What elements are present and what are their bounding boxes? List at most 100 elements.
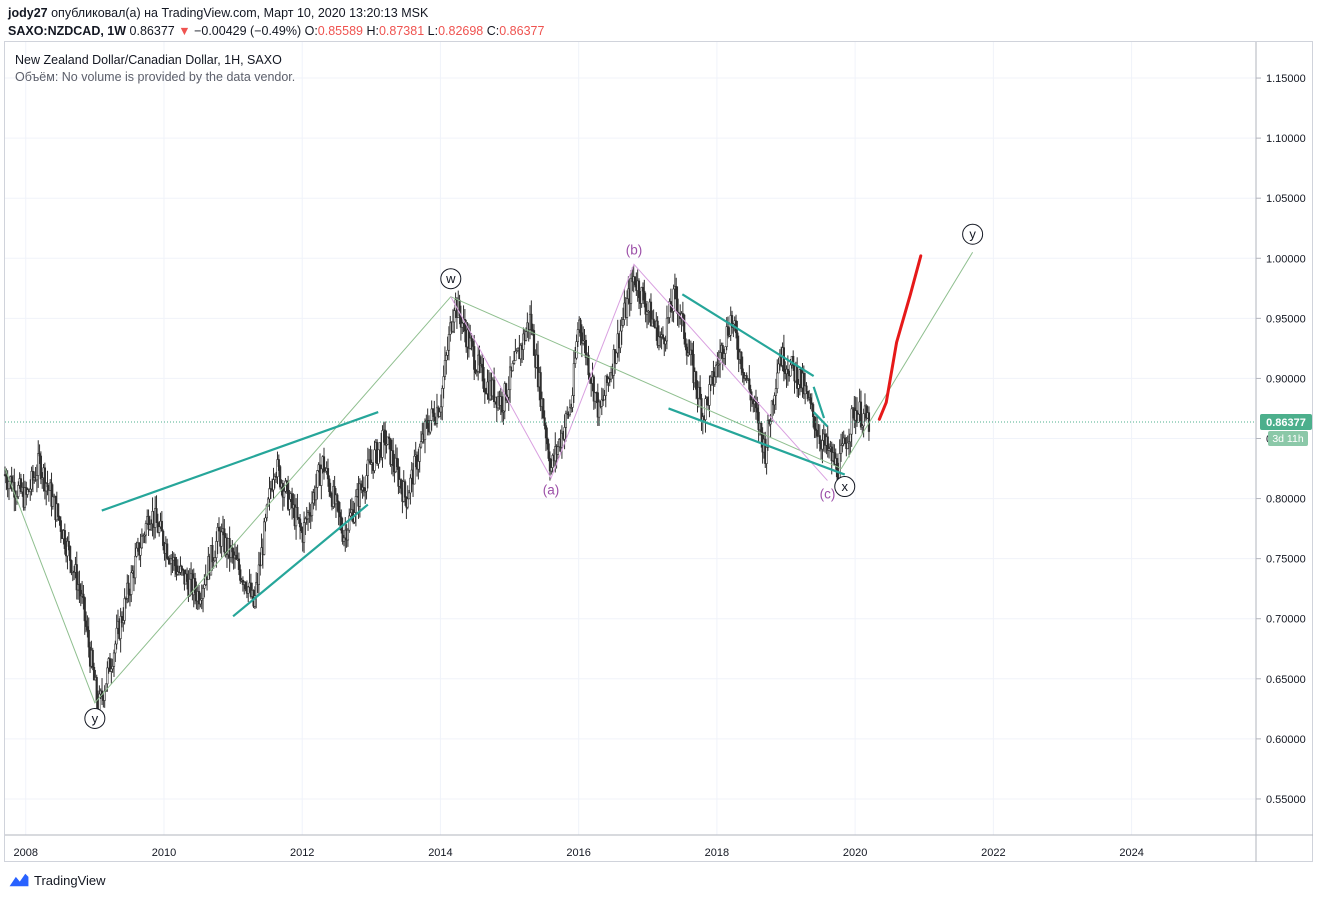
candle-body [273,476,276,480]
candle-body [827,448,831,451]
candle-body [574,357,577,364]
candle-body [728,334,731,337]
forecast-curve[interactable] [877,254,923,421]
candle-body [770,400,774,422]
candle-body [736,332,739,350]
x-tick-label: 2018 [705,847,729,859]
candle-body [625,298,629,318]
footer-brand[interactable]: TradingView [8,872,106,888]
candle-body [231,547,234,553]
candle-body [644,303,647,315]
candle-body [220,531,223,547]
candle-body [443,360,447,377]
chart-pane[interactable] [4,41,1313,862]
candle-body [475,371,478,373]
candle-body [773,395,776,406]
candle-body [407,492,411,500]
candle-body [59,520,62,532]
candle-body [461,322,464,328]
candle-body [203,584,206,589]
trend-line[interactable] [232,503,369,618]
candle-body [19,478,23,493]
candle-body [244,581,247,590]
candle-body [667,317,670,319]
candle-body [524,331,528,341]
brand-name: TradingView [34,872,106,888]
candle-body [26,489,29,495]
candle-body [92,666,96,681]
candle-body [621,319,625,326]
abc-wave-line[interactable] [450,263,828,481]
wave-line[interactable] [4,252,974,704]
wave-label-circle[interactable] [440,268,462,290]
candle-body [373,449,376,471]
candle-body [809,397,812,404]
candle-body [664,340,667,345]
candle-body [818,435,821,445]
candle-body [672,288,675,312]
symbol-label[interactable]: SAXO:NZDCAD, 1W [8,24,127,38]
candle-body [396,457,399,468]
wave-label-circle[interactable] [84,707,106,729]
candle-body [337,501,340,513]
candle-body [695,371,698,390]
trend-line[interactable] [812,411,829,428]
candle-body [620,325,623,332]
candle-body [556,446,560,455]
candle-body [522,333,525,350]
candle-body [602,399,605,402]
author-name[interactable]: jody27 [8,6,48,20]
candle-body [349,512,352,517]
candle-body [493,379,496,403]
wave-label-abc[interactable]: (a) [543,483,560,498]
candle-body [572,363,575,396]
candle-body [532,330,536,356]
y-tick-label: 1.00000 [1266,253,1306,265]
wave-label-abc[interactable]: (c) [820,486,836,501]
candle-body [255,582,258,596]
candle-body [665,317,669,342]
candle-body [41,477,44,480]
candle-body [857,414,860,423]
candle-body [79,589,82,597]
candle-body [502,410,505,413]
y-tick-label: 0.95000 [1266,313,1306,325]
candle-body [58,516,61,521]
wave-label-abc[interactable]: (b) [626,242,643,257]
wave-label-circle[interactable] [834,476,856,498]
candle-body [600,399,603,407]
candle-body [838,453,841,480]
candle-body [641,287,645,292]
candle-body [629,277,633,304]
candle-body [587,354,590,376]
candle-body [268,488,271,500]
candle-body [341,529,344,542]
publish-info: опубликовал(а) на TradingView.com, Март … [51,6,429,20]
trend-line[interactable] [668,407,846,476]
candle-body [124,598,128,600]
candle-body [272,479,275,491]
candle-body [757,411,760,431]
candle-body [302,522,306,543]
x-tick-label: 2020 [843,847,867,859]
trend-line[interactable] [812,386,826,419]
candle-body [661,334,665,339]
trend-line[interactable] [681,293,815,377]
candle-body [418,446,421,462]
candle-body [814,428,817,431]
candle-body [789,364,792,377]
wave-label-circle[interactable] [962,223,984,245]
candle-body [348,515,351,531]
candle-body [656,320,659,346]
candle-body [188,578,191,597]
candle-body [659,336,662,338]
candle-body [463,319,466,332]
series-legend: New Zealand Dollar/Canadian Dollar, 1H, … [15,52,295,86]
candle-body [714,364,718,378]
candle-body [681,313,684,316]
candle-body [419,441,423,448]
trend-line[interactable] [101,411,379,512]
candle-body [38,453,41,457]
price-tag-value: 0.86377 [1266,417,1306,429]
